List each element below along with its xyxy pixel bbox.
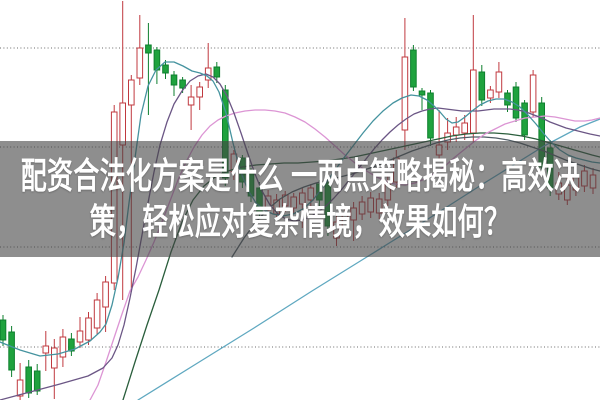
candle [495, 62, 503, 98]
headline-overlay-band: 配资合法化方案是什么 一两点策略揭秘：高效决 策，轻松应对复杂情境，效果如何？ [0, 141, 600, 257]
candle-body [128, 79, 135, 106]
candle [102, 276, 109, 332]
candle [162, 60, 169, 79]
candle-body [418, 90, 426, 96]
candle-body [410, 49, 417, 88]
candle-body [179, 79, 186, 89]
candle-body [16, 379, 24, 397]
candle-body [25, 366, 32, 394]
candle [512, 82, 520, 122]
candle-body [8, 331, 15, 371]
candle-body [478, 71, 486, 101]
candle-body [196, 86, 203, 98]
candle [410, 45, 417, 91]
candle [196, 82, 203, 110]
candle [170, 71, 178, 96]
candle-body [213, 66, 221, 78]
candle [85, 312, 92, 345]
candle-body [33, 370, 41, 392]
candle [427, 90, 434, 146]
candle-body [102, 281, 109, 308]
candle-body [427, 92, 434, 139]
candle [187, 85, 195, 130]
candle [153, 47, 161, 84]
candle [461, 115, 468, 140]
candle-body [145, 44, 152, 54]
candle-body [93, 299, 101, 329]
candle [478, 65, 486, 106]
candle [418, 88, 426, 110]
candle-body [119, 102, 127, 146]
candle-body [136, 47, 144, 79]
candle-body [51, 347, 58, 369]
candle [521, 100, 528, 140]
candle [93, 293, 101, 334]
candle [401, 18, 409, 150]
headline-text-line-2: 策，轻松应对复杂情境，效果如何？ [89, 201, 511, 242]
candle [59, 329, 67, 367]
candle-body [461, 122, 468, 134]
candle [213, 62, 221, 83]
candle-body [76, 330, 84, 343]
candle-body [42, 345, 50, 354]
candle-body [187, 96, 195, 106]
candle [0, 315, 7, 346]
candle [76, 317, 84, 348]
candle [470, 15, 477, 143]
candle [145, 23, 152, 115]
candle-body [68, 338, 75, 352]
headline-text-line-1: 配资合法化方案是什么 一两点策略揭秘：高效决 [20, 155, 580, 196]
candle-body [495, 71, 503, 93]
candle-body [487, 89, 494, 99]
candle-body [401, 56, 409, 131]
candle [136, 15, 144, 85]
candle-body [470, 69, 477, 134]
candle-body [452, 126, 460, 136]
candle-body [59, 336, 67, 358]
candle-body [170, 74, 178, 86]
candle [204, 43, 212, 88]
candle-body [85, 317, 92, 341]
candle [8, 326, 15, 377]
candle [529, 70, 537, 117]
candle-body [512, 86, 520, 119]
candle [42, 331, 50, 371]
candle-body [529, 74, 537, 113]
candle [68, 333, 75, 356]
candle [51, 339, 58, 399]
candle-body [162, 64, 169, 74]
candle-body [0, 319, 7, 341]
